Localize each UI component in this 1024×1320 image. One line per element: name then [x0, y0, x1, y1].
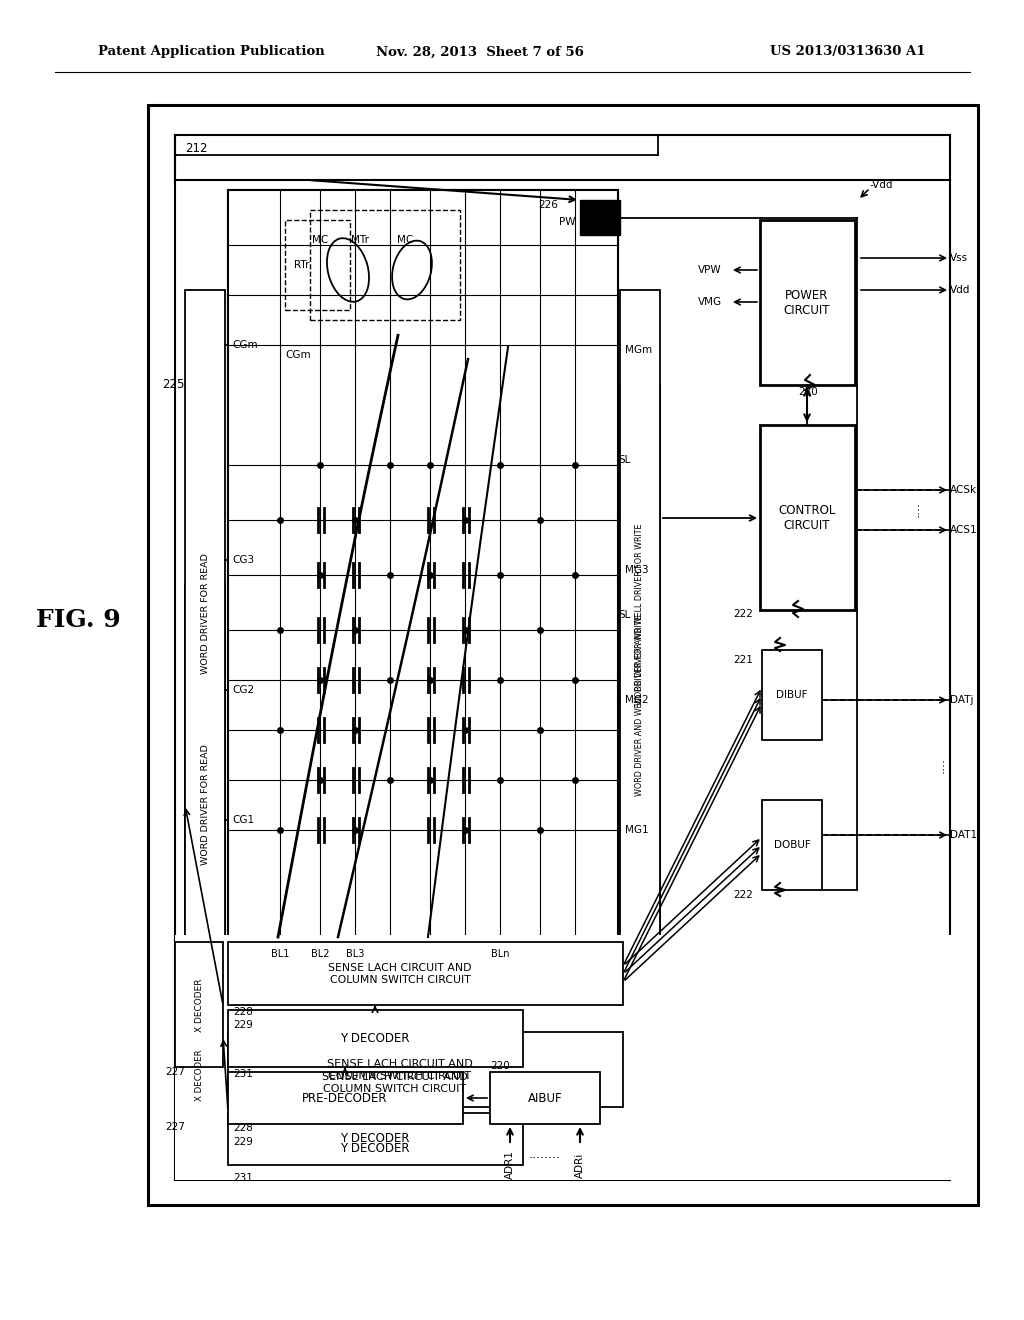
Text: CG1: CG1	[232, 814, 254, 825]
Bar	[175, 1030, 223, 1119]
Text: 231: 231	[233, 1173, 253, 1183]
Text: ACS1: ACS1	[950, 525, 978, 535]
Bar	[620, 290, 660, 937]
Text: Y DECODER: Y DECODER	[340, 1032, 410, 1045]
Text: MG1: MG1	[625, 825, 648, 836]
Text: Patent Application Publication: Patent Application Publication	[98, 45, 325, 58]
Text: -Vdd: -Vdd	[870, 180, 894, 190]
Bar	[762, 800, 822, 890]
Text: MC: MC	[312, 235, 328, 246]
Text: 225: 225	[162, 379, 184, 392]
Bar	[228, 942, 623, 1005]
Text: 228: 228	[233, 1007, 253, 1016]
Text: 229: 229	[233, 1020, 253, 1030]
Text: PRE-DECODER: PRE-DECODER	[302, 1092, 388, 1105]
Bar	[185, 585, 225, 1026]
Text: BLn: BLn	[490, 949, 509, 960]
Text: WORD DRIVER FOR READ: WORD DRIVER FOR READ	[201, 553, 210, 675]
Text: FIG. 9: FIG. 9	[36, 609, 121, 632]
Bar	[185, 290, 225, 937]
Text: VMG: VMG	[698, 297, 722, 308]
Text: VPW: VPW	[698, 265, 722, 275]
Text: 221: 221	[733, 655, 753, 665]
Bar	[228, 1045, 616, 1119]
Bar	[228, 190, 618, 1026]
Text: 229: 229	[233, 1137, 253, 1147]
Text: Y DECODER: Y DECODER	[340, 1133, 410, 1146]
Text: MGm: MGm	[625, 345, 652, 355]
Text: MG3: MG3	[625, 565, 648, 576]
Text: PW: PW	[558, 216, 575, 227]
Text: CONTROL
CIRCUIT: CONTROL CIRCUIT	[778, 504, 836, 532]
Bar	[228, 1072, 463, 1125]
Text: WORD DRIVER FOR READ: WORD DRIVER FOR READ	[201, 744, 210, 866]
Bar	[228, 1125, 523, 1172]
Text: CGm: CGm	[232, 341, 258, 350]
Bar	[760, 425, 855, 610]
Bar	[760, 220, 855, 385]
Text: 212: 212	[185, 141, 208, 154]
Text: SL: SL	[618, 610, 631, 620]
Bar	[175, 135, 950, 1180]
Bar	[620, 385, 660, 1026]
Text: CGm: CGm	[285, 350, 310, 360]
Bar	[175, 935, 955, 1180]
Text: BL3: BL3	[346, 949, 365, 960]
Text: Vdd: Vdd	[950, 285, 971, 294]
Text: SENSE LACH CIRCUIT AND
COLUMN SWITCH CIRCUIT: SENSE LACH CIRCUIT AND COLUMN SWITCH CIR…	[327, 1059, 473, 1081]
Text: 220: 220	[490, 1061, 510, 1071]
Text: ........: ........	[529, 1148, 561, 1162]
Text: ....: ....	[908, 502, 922, 517]
Text: 222: 222	[733, 890, 753, 900]
Bar	[228, 190, 618, 937]
Bar	[148, 106, 978, 1205]
Text: 227: 227	[165, 1067, 185, 1077]
Text: SENSE LACH CIRCUIT AND
COLUMN SWITCH CIRCUIT: SENSE LACH CIRCUIT AND COLUMN SWITCH CIR…	[323, 1072, 468, 1094]
Text: ....: ....	[934, 756, 946, 774]
Text: ADR1: ADR1	[505, 1151, 515, 1180]
Text: 231: 231	[233, 1069, 253, 1078]
Text: CG2: CG2	[232, 685, 254, 696]
Text: Vss: Vss	[950, 253, 968, 263]
Text: Nov. 28, 2013  Sheet 7 of 56: Nov. 28, 2013 Sheet 7 of 56	[376, 45, 584, 58]
Text: 222: 222	[733, 609, 753, 619]
Bar	[228, 1010, 523, 1067]
Text: X DECODER: X DECODER	[195, 1049, 204, 1101]
Bar	[310, 210, 460, 319]
Text: X DECODER: X DECODER	[195, 978, 204, 1032]
Text: AIBUF: AIBUF	[527, 1092, 562, 1105]
Text: MC: MC	[397, 235, 413, 246]
Bar	[285, 220, 350, 310]
Text: DATj: DATj	[950, 696, 974, 705]
Text: 228: 228	[233, 1123, 253, 1133]
Text: MTr: MTr	[351, 235, 369, 246]
Text: DAT1: DAT1	[950, 830, 977, 840]
Text: WORD DRIVER AND WELL DRIVER FOR WRITE: WORD DRIVER AND WELL DRIVER FOR WRITE	[636, 614, 644, 796]
Text: MG2: MG2	[625, 696, 648, 705]
Text: DIBUF: DIBUF	[776, 690, 808, 700]
Text: SENSE LACH CIRCUIT AND
COLUMN SWITCH CIRCUIT: SENSE LACH CIRCUIT AND COLUMN SWITCH CIR…	[329, 964, 472, 985]
Bar	[228, 1032, 623, 1107]
Text: WORD DRIVER AND WELL DRIVER FOR WRITE: WORD DRIVER AND WELL DRIVER FOR WRITE	[636, 523, 644, 705]
Text: Y DECODER: Y DECODER	[340, 1142, 410, 1155]
Text: RTr: RTr	[294, 260, 309, 271]
Text: US 2013/0313630 A1: US 2013/0313630 A1	[769, 45, 925, 58]
Text: 227: 227	[165, 1122, 185, 1133]
Bar	[762, 649, 822, 741]
Text: 226: 226	[538, 201, 558, 210]
Bar	[175, 942, 223, 1067]
Text: BL1: BL1	[270, 949, 289, 960]
Bar	[580, 201, 620, 235]
Text: POWER
CIRCUIT: POWER CIRCUIT	[783, 289, 830, 317]
Text: 230: 230	[798, 387, 818, 397]
Text: BL2: BL2	[310, 949, 330, 960]
Text: SL: SL	[618, 455, 631, 465]
Text: ACSk: ACSk	[950, 484, 977, 495]
Text: DOBUF: DOBUF	[773, 840, 810, 850]
Bar	[228, 1113, 523, 1166]
Bar	[490, 1072, 600, 1125]
Text: ADRi: ADRi	[575, 1152, 585, 1177]
Text: CG3: CG3	[232, 554, 254, 565]
